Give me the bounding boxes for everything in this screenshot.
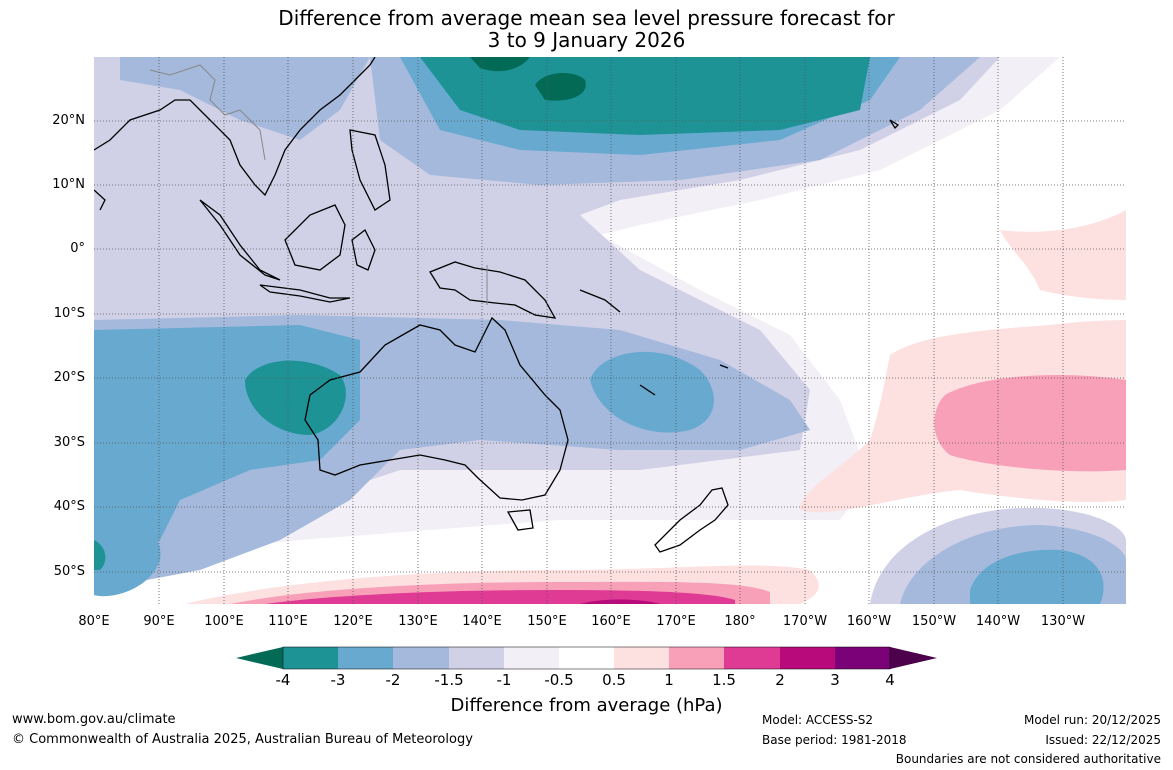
colorbar-tick: 2 [775,671,785,689]
map-title-line2: 3 to 9 January 2026 [487,28,686,52]
new-zealand-coastline [654,487,729,553]
boundaries-disclaimer: Boundaries are not considered authoritat… [895,752,1161,766]
colorbar-swatch-6 [559,647,614,669]
lon-label: 130°E [398,614,438,629]
sulawesi-coastline [351,229,376,271]
lon-label: 160°W [846,614,892,629]
solomon-islands-coastline [579,289,621,313]
colorbar-tick: -1.5 [434,671,464,689]
new-guinea-coastline [429,261,557,319]
lon-label: 100°E [204,614,244,629]
lat-label: 10°S [53,306,85,321]
colorbar-tick: 0.5 [602,671,626,689]
model-text: Model: ACCESS-S2 [762,713,874,727]
colorbar-tick: 4 [885,671,895,689]
map-title-line1: Difference from average mean sea level p… [278,6,895,30]
website-link[interactable]: www.bom.gov.au/climate [12,712,176,727]
colorbar-tick: -0.5 [544,671,574,689]
lon-label: 120°E [333,614,373,629]
colorbar-swatch-10 [780,647,835,669]
borneo-coastline [284,204,346,271]
lon-label: 140°E [462,614,502,629]
lat-label: 20°S [53,370,85,385]
copyright-text: © Commonwealth of Australia 2025, Austra… [12,732,473,747]
colorbar-tick: 1.5 [712,671,736,689]
lat-label: 10°N [52,177,85,192]
colorbar-tick: -2 [385,671,401,689]
colorbar-swatch-5 [504,647,559,669]
lon-label: 160°E [591,614,631,629]
colorbar [236,646,937,670]
colorbar-swatch-2 [338,647,393,669]
lon-label: 180° [724,614,756,629]
coastlines [94,57,900,553]
lon-label: 90°E [143,614,175,629]
colorbar-swatch-9 [724,647,780,669]
pressure-anomaly-field [94,57,1126,604]
colorbar-swatch-3 [393,647,449,669]
colorbar-swatch-11 [835,647,890,669]
colorbar-swatch-7 [614,647,669,669]
colorbar-title: Difference from average (hPa) [450,695,723,716]
colorbar-tick: -4 [275,671,291,689]
lat-label: 0° [70,241,85,256]
base-period-text: Base period: 1981-2018 [762,733,907,747]
colorbar-tick: 1 [664,671,674,689]
lat-label: 20°N [52,113,85,128]
colorbar-tick: -1 [496,671,512,689]
shade-minus-1-5-nw [120,57,370,140]
lon-label: 170°W [782,614,828,629]
australia-coastline [304,316,569,501]
tasmania-coastline [506,509,534,531]
model-run-text: Model run: 20/12/2025 [1023,713,1161,727]
lat-label: 30°S [53,435,85,450]
shade-minus-3-north [420,57,870,135]
lon-label: 130°W [1040,614,1086,629]
lon-label: 170°E [656,614,696,629]
land-borders [149,64,488,305]
java-coastline [259,284,351,303]
lon-label: 150°E [527,614,567,629]
lat-label: 50°S [53,564,85,579]
lon-label: 140°W [975,614,1021,629]
philippines-coastline [349,129,391,211]
shade-minus-3-west [245,360,346,435]
issued-text: Issued: 22/12/2025 [1045,733,1161,747]
colorbar-swatch-1 [283,647,338,669]
shade-plus-1-east [934,375,1126,472]
lon-label: 110°E [268,614,308,629]
shade-plus-2-south [580,599,660,604]
lon-label: 80°E [78,614,110,629]
colorbar-swatch-8 [669,647,724,669]
lon-label: 150°W [911,614,957,629]
graticule [94,57,1126,604]
colorbar-arrow-high [890,647,937,669]
shade-minus-2-se [970,549,1104,604]
colorbar-tick: -3 [330,671,346,689]
asia-coastline [94,57,376,197]
colorbar-swatch-4 [449,647,504,669]
colorbar-tick: 3 [830,671,840,689]
sumatra-coastline [199,199,281,281]
colorbar-outline [282,646,891,670]
shade-minus-4-north [535,73,586,101]
colorbar-arrow-low [236,647,283,669]
lat-label: 40°S [53,499,85,514]
hawaii-coastline [889,119,900,130]
